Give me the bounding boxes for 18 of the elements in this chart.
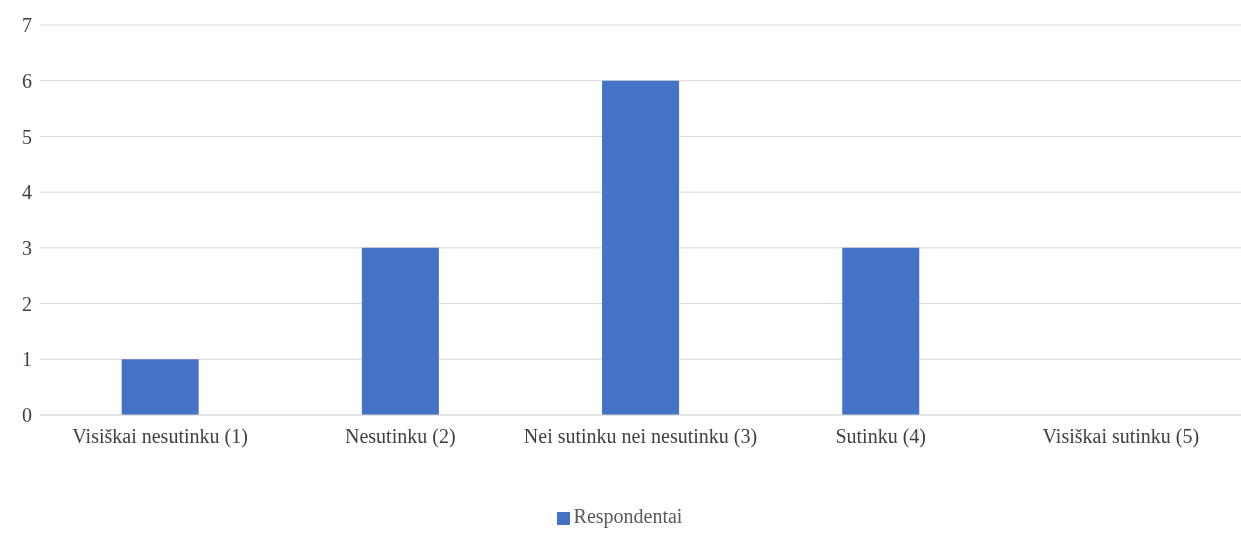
y-tick-label: 7 <box>22 14 32 37</box>
y-tick-label: 6 <box>22 69 32 92</box>
y-tick-label: 5 <box>22 125 32 148</box>
y-tick-label: 4 <box>22 181 32 204</box>
y-tick-label: 0 <box>22 404 32 427</box>
bar <box>121 359 199 415</box>
x-tick-label: Visiškai sutinku (5) <box>1042 425 1200 449</box>
x-tick-label: Sutinku (4) <box>835 425 926 449</box>
bar <box>602 80 680 415</box>
y-tick-label: 1 <box>22 348 32 371</box>
y-tick-label: 2 <box>22 292 32 315</box>
bar <box>842 247 920 415</box>
y-tick-label: 3 <box>22 236 32 259</box>
x-tick-label: Visiškai nesutinku (1) <box>72 425 248 449</box>
x-tick-label: Nesutinku (2) <box>345 425 456 449</box>
bar <box>361 247 439 415</box>
legend-label: Respondentai <box>573 505 683 527</box>
x-tick-label: Nei sutinku nei nesutinku (3) <box>523 425 758 449</box>
